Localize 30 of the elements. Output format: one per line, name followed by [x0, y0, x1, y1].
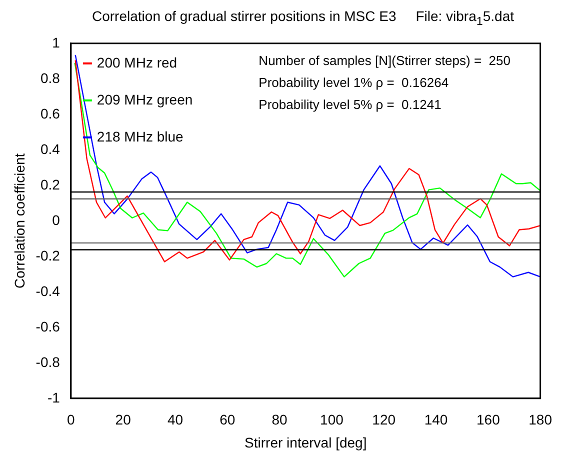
- x-tick-label: 80: [272, 412, 288, 428]
- x-axis-title: Stirrer interval [deg]: [244, 434, 367, 450]
- x-tick-label: 140: [424, 412, 448, 428]
- y-tick-label: -0.8: [36, 354, 60, 370]
- annotation: Probability level 5% ρ = 0.1241: [258, 96, 442, 112]
- y-tick-label: -0.2: [36, 247, 60, 264]
- x-tick-label: 0: [67, 412, 76, 428]
- x-tick-label: 20: [115, 412, 132, 428]
- y-tick-label: 1: [52, 34, 60, 50]
- x-tick-label: 40: [167, 412, 184, 428]
- x-tick-label: 60: [220, 412, 236, 428]
- legend-label: 218 MHz blue: [96, 128, 184, 144]
- y-tick-label: 0.4: [40, 140, 60, 157]
- annotation: Probability level 1% ρ = 0.16264: [258, 74, 449, 90]
- x-tick-label: 100: [320, 412, 344, 428]
- y-tick-label: 0.6: [40, 105, 60, 122]
- y-tick-label: -1: [47, 389, 60, 406]
- y-axis-title: Correlation coefficient: [11, 153, 28, 288]
- y-tick-label: -0.6: [36, 318, 60, 334]
- y-tick-label: 0.2: [40, 176, 60, 192]
- legend-label: 209 MHz green: [96, 91, 193, 108]
- y-tick-label: 0: [52, 212, 60, 228]
- x-tick-label: 180: [528, 412, 552, 428]
- chart-title: Correlation of gradual stirrer positions in MSC E3 File: vibra$_{1}$5.dat: [91, 8, 515, 30]
- annotation: Number of samples [N](Stirrer steps) = 250: [258, 52, 510, 68]
- y-tick-label: 0.8: [40, 70, 60, 86]
- legend-label: 200 MHz red: [96, 54, 178, 70]
- x-tick-label: 120: [372, 412, 396, 428]
- y-tick-label: -0.4: [36, 282, 60, 299]
- x-tick-label: 160: [476, 412, 500, 428]
